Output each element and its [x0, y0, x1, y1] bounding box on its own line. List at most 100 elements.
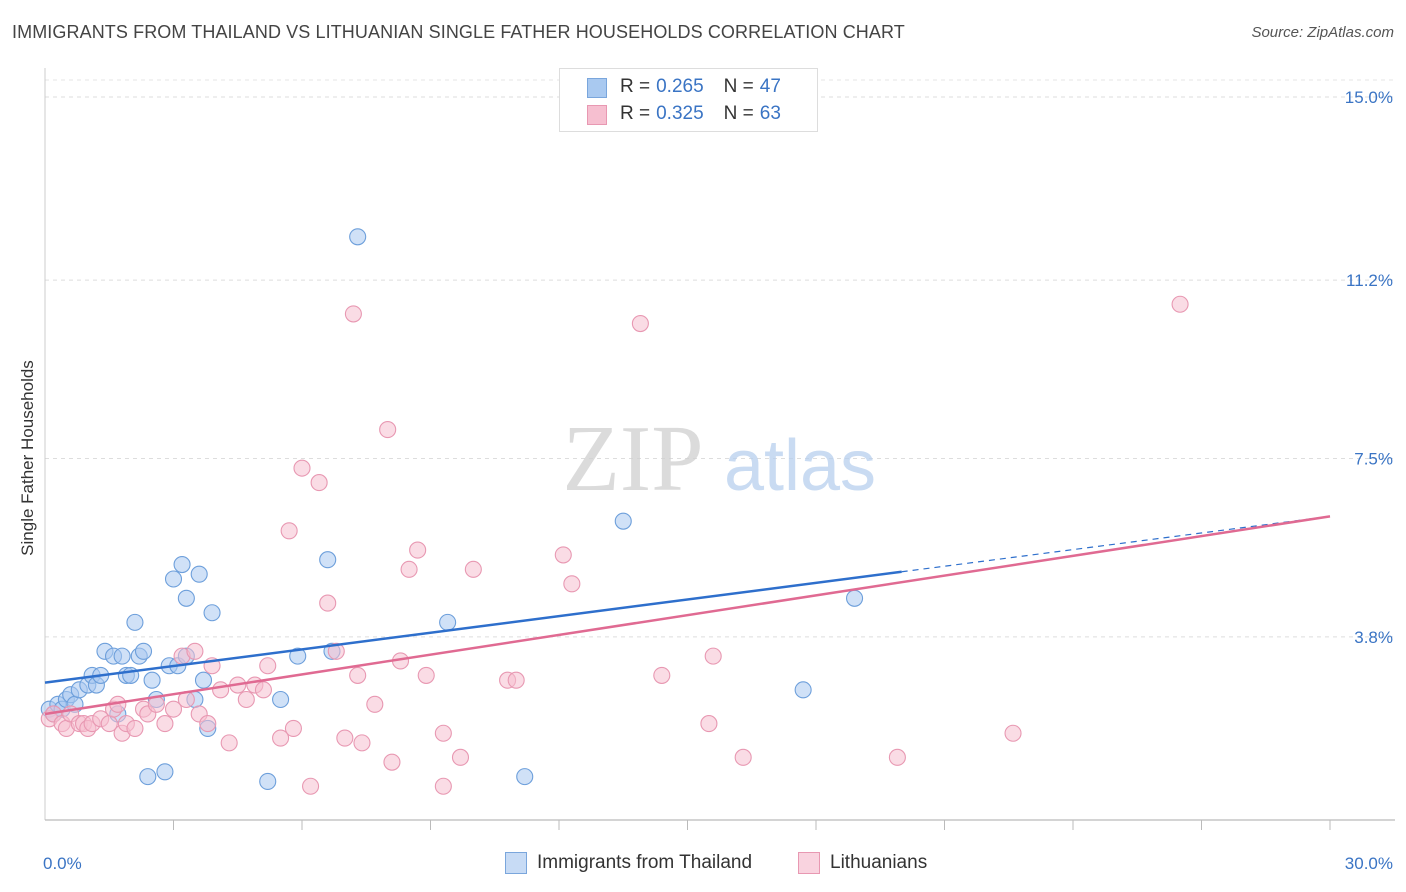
legend-swatch-thailand	[505, 852, 527, 874]
watermark-atlas: atlas	[724, 426, 876, 506]
gridlines	[45, 79, 1395, 638]
point-lithuanians	[259, 657, 277, 675]
y-tick-label: 7.5%	[1354, 450, 1393, 469]
point-lithuanians	[563, 575, 581, 593]
point-lithuanians	[156, 715, 174, 733]
point-lithuanians	[400, 560, 418, 578]
point-lithuanians	[1171, 295, 1189, 313]
point-thailand	[134, 642, 153, 660]
point-thailand	[190, 565, 208, 583]
legend-item-thailand: Immigrants from Thailand	[505, 852, 752, 874]
point-lithuanians	[700, 715, 718, 733]
n-label: N =	[723, 103, 754, 124]
x-tick-label-min: 0.0%	[43, 854, 82, 873]
y-tick-label: 11.2%	[1346, 271, 1393, 290]
trend-lines	[44, 515, 1331, 716]
tick-labels: 3.8% 7.5% 11.2% 15.0% 0.0% 30.0%	[43, 88, 1393, 873]
point-lithuanians	[434, 777, 452, 795]
point-lithuanians	[164, 700, 183, 718]
legend-label-thailand: Immigrants from Thailand	[537, 852, 753, 873]
point-lithuanians	[186, 642, 204, 660]
trend-line-thailand	[44, 570, 902, 684]
y-tick-label: 3.8%	[1354, 628, 1393, 647]
point-thailand	[259, 772, 277, 790]
point-thailand	[143, 671, 161, 689]
point-lithuanians	[1004, 724, 1022, 742]
point-thailand	[126, 613, 144, 631]
stats-legend-row-thailand: R = 0.265 N = 47	[587, 75, 781, 99]
point-lithuanians	[631, 314, 649, 333]
point-lithuanians	[293, 459, 311, 477]
point-lithuanians	[379, 421, 397, 439]
point-lithuanians	[554, 546, 572, 564]
source-credit: Source: ZipAtlas.com	[1251, 24, 1394, 41]
point-lithuanians	[272, 729, 290, 747]
y-axis-label: Single Father Households	[18, 360, 37, 556]
point-lithuanians	[199, 715, 217, 733]
point-thailand	[439, 613, 457, 631]
trend-line-thailand-extension	[901, 515, 1331, 573]
point-lithuanians	[409, 541, 427, 559]
point-thailand	[845, 589, 864, 607]
point-thailand	[349, 228, 367, 246]
watermark-zip: ZIP	[563, 407, 704, 511]
point-lithuanians	[284, 719, 302, 737]
point-thailand	[177, 589, 195, 607]
r-value: 0.265	[656, 76, 704, 97]
point-lithuanians	[280, 522, 298, 540]
point-lithuanians	[888, 748, 906, 766]
point-thailand	[319, 551, 337, 569]
point-lithuanians	[254, 681, 273, 699]
legend-swatch-lithuanians	[798, 852, 820, 874]
stats-legend-row-lithuanians: R = 0.325 N = 63	[587, 102, 781, 126]
point-lithuanians	[302, 777, 320, 795]
point-lithuanians	[653, 666, 671, 684]
point-lithuanians	[212, 681, 230, 699]
legend-label-lithuanians: Lithuanians	[830, 852, 928, 873]
point-lithuanians	[434, 724, 452, 742]
point-thailand	[113, 647, 131, 665]
point-thailand	[794, 681, 812, 699]
legend-swatch-thailand	[587, 78, 607, 98]
axes	[44, 68, 1395, 830]
point-lithuanians	[507, 671, 525, 689]
legend-item-lithuanians: Lithuanians	[798, 852, 927, 874]
r-value: 0.325	[656, 103, 704, 124]
trend-line-lithuanians	[44, 515, 1331, 716]
point-lithuanians	[327, 642, 345, 660]
data-points	[40, 228, 1189, 795]
stats-legend: R = 0.265 N = 47 R = 0.325 N = 63	[559, 68, 818, 132]
point-lithuanians	[126, 719, 144, 737]
n-label: N =	[723, 76, 754, 97]
point-lithuanians	[310, 474, 328, 492]
n-value: 47	[759, 76, 781, 97]
point-lithuanians	[319, 594, 337, 612]
point-thailand	[203, 604, 221, 622]
n-value: 63	[759, 103, 781, 124]
legend-swatch-lithuanians	[587, 105, 607, 125]
point-lithuanians	[349, 666, 367, 684]
point-thailand	[173, 555, 191, 574]
r-label: R =	[620, 76, 651, 97]
point-lithuanians	[336, 729, 354, 747]
point-thailand	[156, 763, 174, 781]
point-thailand	[272, 690, 290, 709]
point-lithuanians	[383, 753, 401, 771]
r-label: R =	[620, 103, 651, 124]
point-thailand	[164, 570, 183, 588]
point-lithuanians	[353, 734, 371, 752]
chart-title: IMMIGRANTS FROM THAILAND VS LITHUANIAN S…	[12, 22, 905, 42]
point-lithuanians	[366, 695, 384, 713]
point-thailand	[516, 768, 534, 786]
point-lithuanians	[237, 690, 255, 709]
point-lithuanians	[451, 748, 470, 766]
point-lithuanians	[344, 305, 362, 323]
point-lithuanians	[220, 734, 238, 752]
point-lithuanians	[464, 560, 482, 578]
point-lithuanians	[734, 748, 752, 766]
point-lithuanians	[417, 666, 435, 684]
point-thailand	[289, 647, 307, 665]
point-thailand	[194, 671, 213, 689]
point-thailand	[614, 512, 632, 530]
